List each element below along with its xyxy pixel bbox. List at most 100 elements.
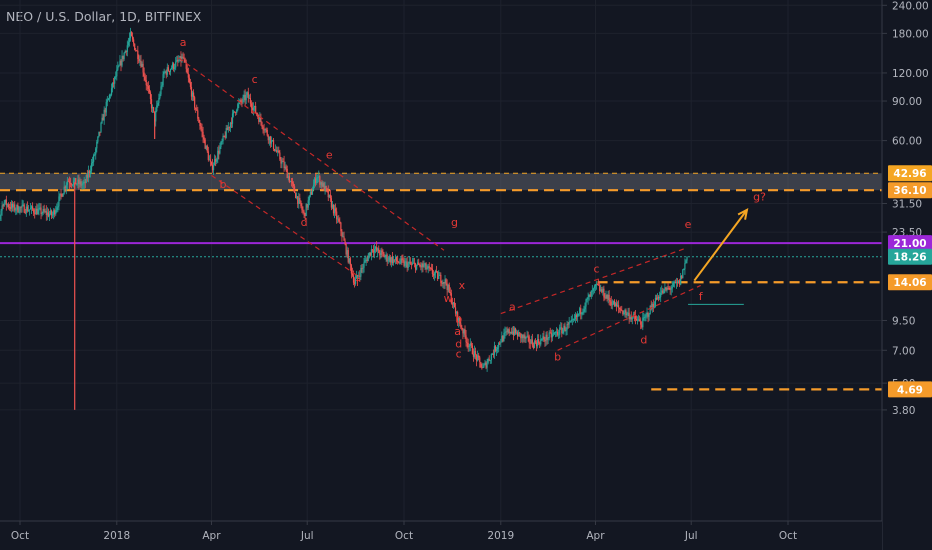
- time-tick-label: Apr: [586, 530, 605, 542]
- candle-body: [60, 193, 62, 195]
- candle-body: [268, 136, 270, 141]
- candle-body: [477, 355, 479, 361]
- candle-body: [380, 250, 382, 256]
- candle-body: [626, 313, 628, 316]
- candle-body: [360, 267, 362, 277]
- candle-body: [627, 312, 629, 314]
- candle-body: [157, 102, 159, 106]
- candle-body: [564, 325, 566, 332]
- time-tick-label: Apr: [202, 530, 221, 542]
- candle-body: [661, 290, 663, 293]
- candle-body: [608, 294, 610, 301]
- candle-body: [367, 255, 369, 262]
- candle-body: [162, 74, 164, 86]
- candle-body: [557, 331, 559, 335]
- candle-body: [490, 354, 492, 361]
- candle-body: [370, 249, 372, 256]
- candle-body: [242, 96, 244, 102]
- candle-body: [448, 284, 450, 292]
- candle-body: [655, 297, 658, 300]
- candle-body: [619, 307, 621, 310]
- candle-body: [77, 179, 79, 184]
- candle-body: [275, 150, 277, 151]
- candle-body: [293, 186, 296, 193]
- candle-body: [305, 204, 307, 216]
- candle-body: [4, 199, 6, 203]
- candle-body: [462, 329, 464, 334]
- candle-body: [369, 252, 371, 256]
- candle-body: [563, 325, 565, 330]
- candle-body: [2, 205, 4, 207]
- candle-body: [598, 284, 600, 286]
- candle-body: [220, 141, 222, 147]
- candle-body: [350, 265, 352, 274]
- candle-body: [413, 262, 416, 264]
- candle-body: [386, 254, 388, 262]
- candle-body: [569, 321, 571, 323]
- wave-label: f: [356, 276, 361, 289]
- candle-body: [624, 310, 626, 313]
- candle-body: [497, 347, 499, 350]
- price-axis[interactable]: 240.00 180.00 120.00 90.00 60.00 42.96 36.1031…: [881, 0, 932, 550]
- time-axis[interactable]: Oct 2018 Apr Jul Oct 2019 Apr Jul Oct: [0, 520, 882, 550]
- candle-body: [206, 145, 208, 152]
- candle-body: [581, 312, 583, 315]
- wave-label: d: [455, 338, 462, 351]
- candle-body: [223, 135, 225, 137]
- candle-body: [426, 268, 428, 270]
- candle-body: [264, 129, 266, 131]
- candle-body: [3, 202, 5, 206]
- candle-body: [196, 109, 198, 111]
- candle-body: [621, 310, 623, 312]
- candle-body: [291, 181, 294, 184]
- candle-body: [547, 338, 549, 340]
- candle-body: [423, 265, 425, 267]
- candle-body: [245, 94, 247, 101]
- candle-body: [374, 246, 377, 249]
- candle-body: [466, 342, 468, 343]
- candle-body: [454, 307, 457, 314]
- candle-body: [13, 204, 15, 208]
- candle-body: [580, 308, 582, 315]
- candle-body: [503, 332, 505, 342]
- candle-body: [390, 257, 392, 263]
- candle-body: [185, 62, 187, 69]
- candle-body: [138, 58, 140, 62]
- candle-body: [599, 285, 601, 292]
- candle-body: [609, 300, 611, 302]
- candle-body: [562, 329, 564, 334]
- candle-body: [16, 204, 18, 210]
- candle-body: [176, 59, 178, 62]
- candle-body: [640, 321, 642, 325]
- candle-body: [70, 184, 73, 185]
- candle-body: [35, 208, 37, 215]
- candle-body: [331, 204, 334, 208]
- price-tag-14.06: [888, 274, 932, 291]
- candle-body: [85, 175, 87, 183]
- candle-body: [301, 206, 303, 211]
- candle-body: [460, 323, 462, 328]
- candle-body: [588, 294, 590, 298]
- candle-body: [378, 248, 380, 254]
- candle-body: [412, 262, 415, 264]
- candle-body: [88, 171, 91, 173]
- candle-body: [663, 289, 665, 294]
- candle-body: [441, 282, 443, 284]
- candle-body: [134, 43, 136, 50]
- price-tag-36.10: [888, 182, 932, 199]
- candle-body: [37, 209, 39, 215]
- candle-body: [21, 204, 23, 208]
- wave-label: e: [326, 148, 333, 161]
- candle-body: [631, 317, 633, 320]
- candle-body: [17, 204, 19, 212]
- candle-body: [376, 246, 378, 251]
- candle-body: [144, 76, 146, 81]
- candle-body: [5, 199, 7, 206]
- candle-body: [425, 263, 427, 270]
- candle-body: [343, 236, 345, 241]
- candle-body: [221, 141, 223, 142]
- candle-body: [459, 317, 461, 324]
- candle-body: [505, 331, 507, 333]
- candle-body: [211, 164, 214, 171]
